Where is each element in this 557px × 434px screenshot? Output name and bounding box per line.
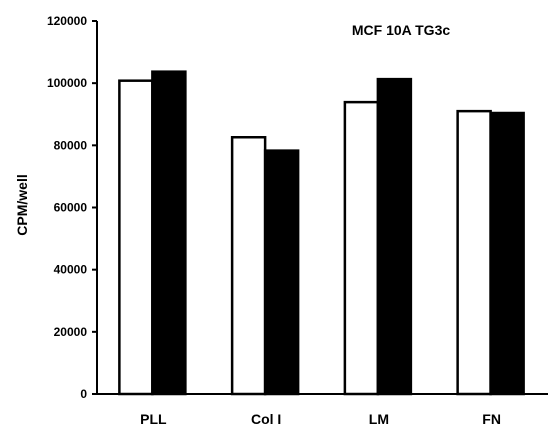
y-tick-label: 40000 (54, 263, 88, 277)
x-axis-category-labels: PLL Col I LM FN (140, 411, 501, 427)
y-tick-label: 20000 (54, 325, 88, 339)
bar (118, 79, 154, 396)
y-tick-label: 100000 (47, 76, 87, 90)
bar (489, 111, 525, 396)
x-category-label: Col I (251, 411, 281, 427)
bar-groups (118, 70, 525, 396)
y-axis-label: CPM/well (14, 174, 30, 235)
bar (263, 149, 300, 396)
y-tick-label: 0 (80, 387, 87, 401)
bar (343, 100, 380, 396)
y-tick-label: 60000 (54, 201, 88, 215)
bar (456, 109, 492, 396)
bar (376, 77, 413, 396)
y-axis-ticks: 0 20000 40000 60000 80000 100000 120000 (47, 14, 97, 401)
x-category-label: PLL (140, 411, 167, 427)
x-category-label: LM (369, 411, 389, 427)
bar (230, 136, 267, 396)
x-category-label: FN (482, 411, 501, 427)
bar (151, 70, 187, 396)
y-tick-label: 120000 (47, 14, 87, 28)
y-tick-label: 80000 (54, 138, 88, 152)
chart-title: MCF 10A TG3c (352, 22, 450, 38)
